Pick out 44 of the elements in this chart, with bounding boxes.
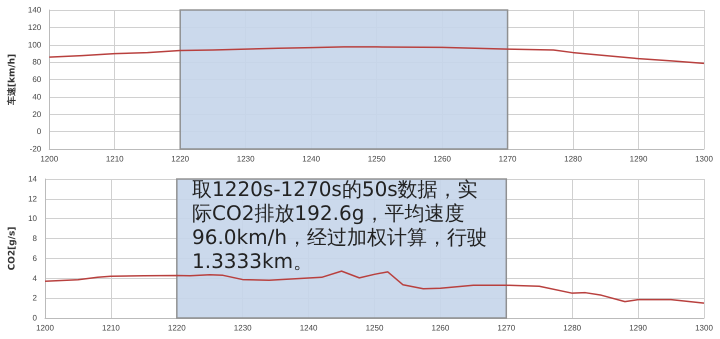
x-tick-label: 1210 [106, 154, 124, 164]
y-tick-label: 4 [32, 274, 38, 283]
y-tick-label: 40 [32, 92, 42, 102]
line-series [44, 270, 705, 304]
x-tick-label: 1260 [433, 154, 452, 164]
x-tick-label: 1260 [432, 324, 450, 332]
y-tick-label: 10 [28, 214, 38, 224]
y-tick-label: 120 [28, 22, 42, 32]
x-tick-label: 1240 [302, 154, 321, 164]
x-tick-label: 1270 [497, 324, 516, 332]
x-tick-label: 1200 [36, 324, 54, 332]
y-tick-label: 0 [36, 127, 42, 136]
x-tick-label: 1230 [234, 324, 252, 332]
y-tick-label: 6 [32, 254, 38, 263]
x-tick-label: 1200 [40, 154, 59, 164]
y-tick-label: 60 [32, 75, 42, 84]
x-tick-label: 1280 [563, 324, 582, 332]
y-tick-label: 8 [32, 234, 38, 244]
y-tick-label: 140 [28, 6, 42, 14]
y-axis-title: 车速[km/h] [6, 54, 18, 106]
y-axis-title: CO2[g/s] [8, 226, 18, 270]
y-tick-label: 14 [28, 174, 38, 184]
x-tick-label: 1290 [630, 154, 648, 164]
x-tick-label: 1280 [564, 154, 582, 164]
x-tick-label: 1240 [300, 324, 318, 332]
y-tick-label: 12 [28, 194, 38, 204]
line-series [48, 46, 705, 64]
y-tick-label: 80 [32, 58, 42, 67]
x-tick-label: 1220 [168, 324, 186, 332]
x-tick-label: 1250 [366, 324, 384, 332]
y-tick-label: -20 [30, 144, 42, 154]
y-tick-label: 2 [32, 294, 38, 303]
x-tick-label: 1270 [498, 154, 518, 164]
annotation: 取1220s-1270s的50s数据，实际CO2排放192.6g，平均速度96.0km/h，经过加权计算，行驶1.3333km。 [192, 177, 488, 273]
x-tick-label: 1300 [695, 154, 714, 164]
x-tick-label: 1300 [695, 324, 714, 332]
x-tick-label: 1290 [629, 324, 648, 332]
y-tick-label: 0 [32, 314, 38, 322]
x-tick-label: 1210 [102, 324, 120, 332]
x-tick-label: 1220 [171, 154, 190, 164]
x-tick-label: 1250 [368, 154, 386, 164]
x-tick-label: 1230 [236, 154, 256, 164]
y-tick-label: 20 [32, 110, 42, 119]
y-tick-label: 100 [28, 40, 42, 50]
